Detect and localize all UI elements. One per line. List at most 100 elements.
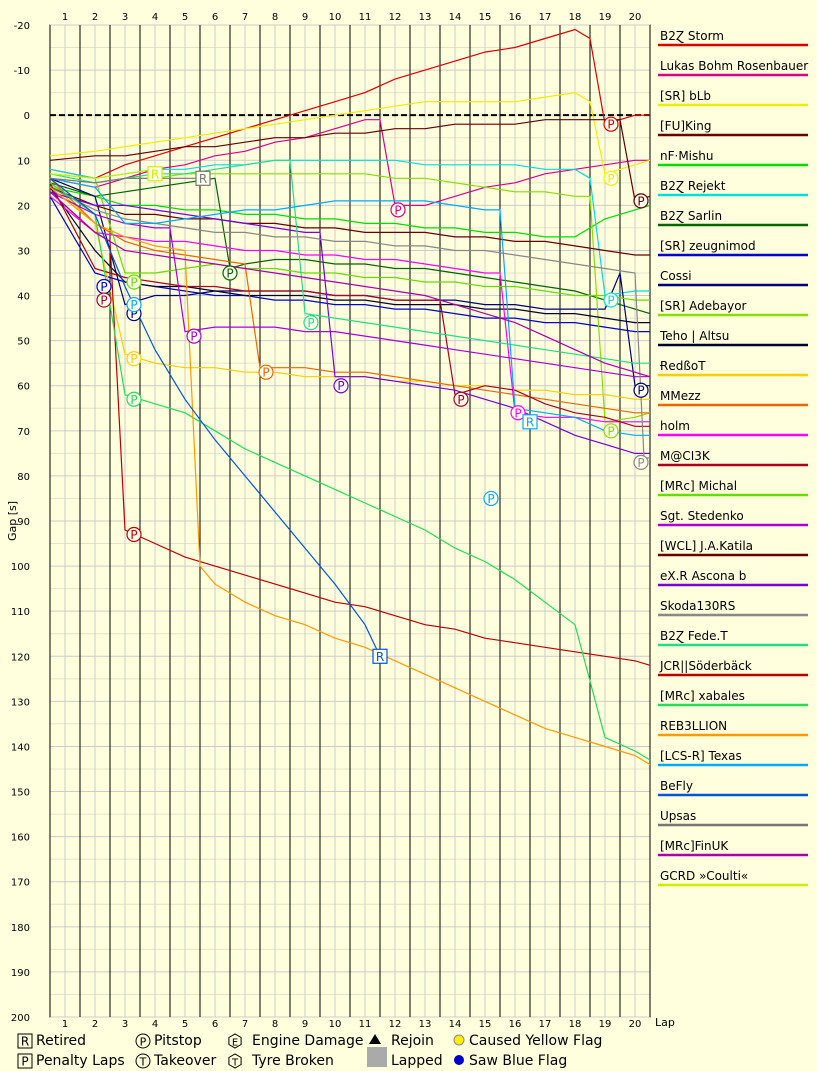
pitstop-marker	[510, 405, 526, 421]
x-axis-label: Lap	[655, 1016, 675, 1029]
key-tyre-label: Tyre Broken	[251, 1053, 334, 1069]
y-tick-label: 180	[11, 923, 30, 934]
key-pitstop-icon	[135, 1033, 151, 1049]
legend-entry-name: [SR] zeugnimod	[660, 239, 756, 253]
retired-marker	[195, 170, 211, 186]
key-engine-icon-glyph: E	[232, 1038, 238, 1049]
x-tick-label-bottom: 20	[629, 1019, 642, 1030]
legend-entry-name: ɌedßoT	[660, 359, 706, 373]
pitstop-marker	[603, 170, 619, 186]
y-tick-label: 140	[11, 742, 30, 753]
x-tick-label-bottom: 18	[569, 1019, 582, 1030]
x-tick-label-bottom: 11	[359, 1019, 372, 1030]
key-tyre-icon-glyph: T	[231, 1058, 239, 1069]
chart-ticks: -20-100102030405060708090100110120130140…	[11, 12, 641, 1030]
pitstop-marker-glyph: P	[607, 424, 614, 438]
x-tick-label-bottom: 10	[329, 1019, 342, 1030]
legend-entry-name: Upsas	[660, 809, 696, 823]
x-tick-label-top: 15	[479, 12, 492, 23]
pitstop-marker	[126, 391, 142, 407]
x-tick-label-bottom: 9	[302, 1019, 308, 1030]
legend-entry-name: Skoda130RS	[660, 599, 735, 613]
pitstop-marker-glyph: P	[190, 330, 197, 344]
key-retired-label: Retired	[36, 1033, 86, 1049]
y-tick-label: 200	[11, 1013, 30, 1024]
legend-entry-name: [FU]King	[660, 119, 711, 133]
x-tick-label-top: 3	[122, 12, 128, 23]
y-tick-label: -10	[14, 66, 30, 77]
x-tick-label-top: 7	[242, 12, 248, 23]
key-rejoin-icon	[369, 1034, 381, 1044]
x-tick-label-top: 16	[509, 12, 522, 23]
x-tick-label-top: 10	[329, 12, 342, 23]
series-line	[49, 186, 650, 459]
x-tick-label-bottom: 5	[182, 1019, 188, 1030]
pitstop-marker-glyph: P	[337, 379, 344, 393]
x-tick-label-bottom: 12	[389, 1019, 402, 1030]
legend-entry-name: holm	[660, 419, 690, 433]
legend-entry-name: [MRc]FinUK	[660, 839, 729, 853]
y-tick-label: 100	[11, 562, 30, 573]
legend-entry-name: [SR] bLb	[660, 89, 711, 103]
x-tick-label-top: 9	[302, 12, 308, 23]
series-line	[49, 159, 650, 297]
y-tick-label: 190	[11, 968, 30, 979]
chart-grid	[49, 24, 651, 1018]
series-line	[49, 177, 203, 184]
series-line	[49, 91, 651, 175]
pitstop-marker	[453, 391, 469, 407]
pitstop-marker-glyph: P	[487, 492, 494, 506]
x-tick-label-top: 11	[359, 12, 372, 23]
x-tick-label-top: 13	[419, 12, 432, 23]
legend-entry-name: [LCS-R] Texas	[660, 749, 742, 763]
key-engine-label: Engine Damage	[252, 1033, 364, 1049]
series-line	[49, 195, 650, 423]
series-line	[49, 195, 650, 333]
y-tick-label: 60	[17, 382, 30, 393]
x-tick-label-bottom: 19	[599, 1019, 612, 1030]
series-line	[49, 177, 650, 414]
x-tick-label-top: 1	[62, 12, 68, 23]
retired-marker	[522, 414, 538, 430]
pitstop-marker-glyph: P	[307, 316, 314, 330]
pitstop-marker-glyph: P	[130, 276, 137, 290]
x-tick-label-top: 8	[272, 12, 278, 23]
y-tick-label: 90	[17, 517, 30, 528]
pitstop-marker	[303, 315, 319, 331]
legend-entry-name: Lukas Bohm Rosenbauer	[660, 59, 808, 73]
key-pitstop-label: Pitstop	[154, 1033, 202, 1049]
pitstop-marker	[96, 292, 112, 308]
pitstop-marker	[603, 423, 619, 439]
retired-marker-glyph: R	[526, 415, 534, 429]
pitstop-marker-glyph: P	[130, 393, 137, 407]
series-line	[49, 191, 650, 378]
y-tick-label: 40	[17, 292, 30, 303]
legend-entry-name: JCR||Söderbäck	[659, 659, 752, 673]
series-line	[49, 28, 650, 179]
y-axis-label: Gap [s]	[6, 501, 19, 541]
key-blue-flag-icon	[454, 1055, 464, 1065]
series-line	[49, 186, 650, 256]
x-tick-label-bottom: 14	[449, 1019, 462, 1030]
legend-entry-name: Sgt. Stedenko	[660, 509, 744, 523]
retired-marker-glyph: R	[151, 167, 159, 181]
retired-marker-glyph: R	[199, 172, 207, 186]
legend-entry-name: M@CI3K	[660, 449, 711, 463]
pitstop-marker-glyph: P	[130, 352, 137, 366]
series-line	[49, 119, 651, 202]
legend-entry-name: B2Ɀ Sarlin	[660, 209, 722, 224]
legend-entry-name: MMezz	[660, 389, 701, 403]
key-lapped-icon	[367, 1047, 387, 1067]
series-line	[49, 182, 650, 427]
key-penalty-icon	[17, 1053, 33, 1069]
x-tick-label-bottom: 4	[152, 1019, 158, 1030]
x-tick-label-bottom: 13	[419, 1019, 432, 1030]
legend-entry-name: [MRc] xabales	[660, 689, 745, 703]
x-tick-label-bottom: 15	[479, 1019, 492, 1030]
pitstop-marker-glyph: P	[607, 294, 614, 308]
legend-entry-name: B2Ɀ Storm	[660, 29, 724, 44]
y-tick-label: 170	[11, 878, 30, 889]
y-tick-label: 130	[11, 697, 30, 708]
chart-legend: B2Ɀ Storm Lukas Bohm Rosenbauer [SR] bLb [F…	[658, 29, 808, 887]
legend-entry-name: B2Ɀ Fede.T	[660, 629, 728, 644]
